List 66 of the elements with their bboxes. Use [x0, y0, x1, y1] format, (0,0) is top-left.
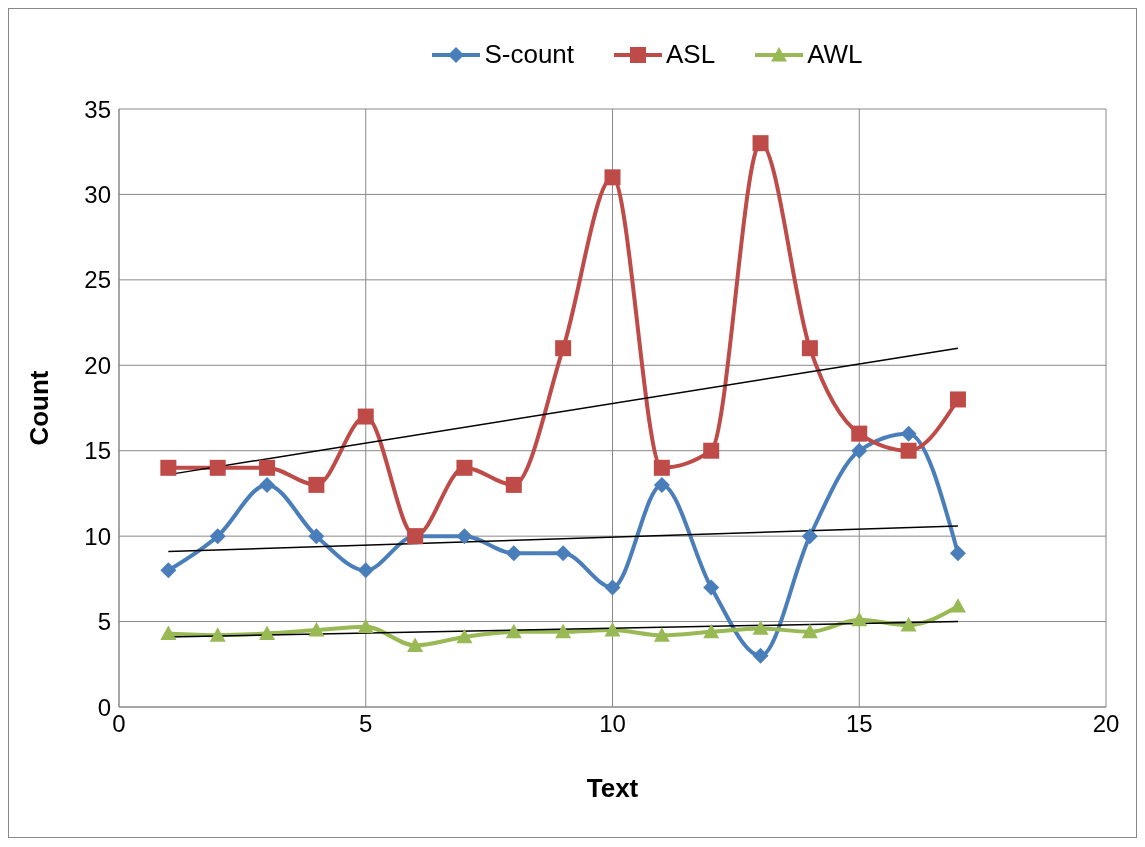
point	[752, 135, 769, 152]
x-tick-label: 20	[1092, 710, 1120, 738]
point	[752, 647, 769, 664]
x-axis-title: Text	[586, 773, 639, 803]
point	[555, 545, 572, 562]
point	[604, 169, 621, 186]
y-tick-label: 5	[97, 608, 111, 636]
y-axis-title: Count	[24, 370, 55, 446]
point	[407, 637, 424, 652]
point	[703, 442, 720, 459]
point	[949, 391, 966, 408]
point	[949, 598, 966, 613]
point	[209, 528, 226, 545]
point	[160, 625, 177, 640]
point	[259, 459, 276, 476]
point	[653, 459, 670, 476]
point	[308, 528, 325, 545]
x-tick-label: 15	[845, 710, 873, 738]
x-tick-label: 5	[359, 710, 373, 738]
point	[604, 579, 621, 596]
point	[851, 442, 868, 459]
y-tick-label: 10	[84, 522, 111, 550]
point	[703, 579, 720, 596]
point	[505, 623, 522, 639]
point	[357, 618, 374, 634]
point	[900, 616, 917, 632]
point	[851, 611, 868, 627]
y-tick-label: 30	[84, 180, 111, 208]
point	[505, 476, 522, 493]
point	[357, 408, 374, 425]
point	[604, 622, 621, 637]
point	[801, 528, 818, 545]
legend-label: ASL	[666, 39, 716, 70]
point	[555, 623, 572, 639]
point	[900, 442, 917, 459]
point	[357, 562, 374, 579]
point	[456, 459, 473, 476]
y-tick-label: 25	[84, 266, 111, 294]
legend-label: AWL	[807, 39, 863, 70]
point	[308, 476, 325, 493]
point	[949, 545, 966, 562]
x-tick-label: 10	[599, 710, 626, 738]
point	[160, 459, 177, 476]
y-tick-label: 0	[97, 693, 111, 721]
point	[209, 627, 226, 642]
point	[703, 623, 720, 639]
point	[456, 628, 473, 644]
point	[505, 545, 522, 562]
point	[209, 459, 226, 476]
point	[801, 623, 818, 639]
y-tick-label: 15	[84, 437, 111, 465]
point	[160, 562, 177, 579]
point	[259, 476, 276, 493]
legend-label: S-count	[484, 39, 575, 70]
point	[653, 627, 670, 642]
point	[653, 476, 670, 493]
point	[456, 528, 473, 545]
point	[900, 425, 917, 442]
point	[308, 622, 325, 637]
y-tick-label: 20	[84, 351, 111, 379]
point	[752, 620, 769, 635]
y-tick-label: 35	[84, 95, 111, 123]
point	[259, 625, 276, 640]
point	[555, 340, 572, 357]
point	[851, 425, 868, 442]
point	[801, 340, 818, 357]
